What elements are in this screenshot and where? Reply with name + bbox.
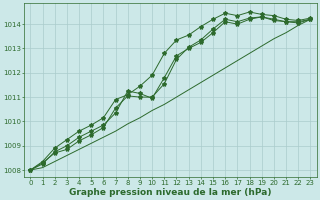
- X-axis label: Graphe pression niveau de la mer (hPa): Graphe pression niveau de la mer (hPa): [69, 188, 272, 197]
